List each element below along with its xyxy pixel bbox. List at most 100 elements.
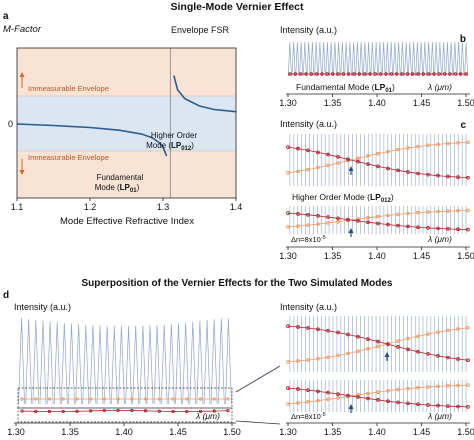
red-envelope-point — [306, 388, 310, 392]
figure-title-top: Single-Mode Vernier Effect — [170, 1, 304, 13]
comb-peak — [203, 320, 211, 405]
x-tick-label: 1.30 — [279, 98, 297, 108]
panel-a-xticks: 1.1 1.2 1.3 1.4 — [11, 198, 242, 212]
red-envelope-point — [34, 409, 38, 414]
panel-d-xlabel: λ (μm) — [195, 411, 220, 421]
orange-envelope-point — [306, 167, 310, 172]
red-envelope-point — [143, 409, 148, 413]
orange-envelope-point — [336, 161, 340, 165]
x-tick-label: 1.30 — [7, 427, 25, 437]
red-envelope-point — [326, 328, 330, 333]
red-envelope-point — [426, 403, 430, 407]
red-envelope-point — [456, 175, 460, 179]
panel-a-ytick-0: 0 — [8, 119, 13, 129]
orange-envelope-point — [34, 397, 38, 401]
red-envelope-point — [466, 358, 470, 363]
red-envelope-point — [376, 339, 380, 344]
red-envelope-point — [296, 387, 300, 391]
orange-envelope-point — [466, 383, 470, 387]
red-envelope-point — [326, 215, 330, 219]
red-envelope-point — [356, 159, 360, 164]
comb-peak — [168, 323, 175, 405]
orange-envelope-point — [446, 384, 450, 388]
comb-peak — [329, 41, 334, 77]
red-envelope-point — [386, 222, 390, 227]
comb-peak — [217, 318, 225, 405]
red-envelope-point — [286, 386, 290, 390]
orange-envelope-point — [286, 225, 290, 229]
panel-b-comb — [287, 41, 469, 77]
comb-peak — [445, 41, 450, 77]
red-envelope-point — [226, 409, 230, 413]
red-envelope-point — [366, 396, 370, 401]
x-tick-label: 1.2 — [84, 202, 97, 212]
panel-c-ylabel: Intensity (a.u.) — [280, 119, 337, 129]
red-envelope-line — [287, 212, 469, 230]
red-envelope-point — [316, 214, 320, 218]
orange-envelope-point — [416, 144, 420, 149]
comb-peak — [196, 320, 204, 405]
comb-peak — [302, 41, 307, 77]
zoom-connector-lower — [235, 420, 281, 425]
orange-envelope-point — [406, 146, 410, 150]
comb-peak — [411, 41, 416, 77]
x-tick-label: 1.45 — [413, 427, 431, 437]
red-envelope-point — [406, 224, 410, 229]
orange-envelope-point — [376, 390, 380, 394]
red-envelope-point — [366, 162, 370, 166]
x-tick-label: 1.50 — [457, 251, 474, 261]
comb-peak — [404, 41, 409, 77]
red-envelope-point — [446, 404, 450, 408]
orange-envelope-point — [61, 397, 65, 401]
panel-a-frame — [16, 47, 237, 199]
comb-peak — [287, 41, 292, 77]
comb-peak — [366, 41, 371, 77]
red-envelope-point — [436, 403, 440, 408]
comb-peak — [449, 41, 454, 77]
comb-peak — [310, 41, 315, 77]
red-envelope-line — [287, 325, 469, 361]
panel-d-dots — [20, 397, 230, 414]
x-tick-label: 1.35 — [324, 427, 342, 437]
red-envelope-point — [306, 148, 310, 153]
orange-envelope-point — [326, 397, 330, 402]
comb-peak — [359, 41, 364, 77]
red-envelope-point — [456, 404, 460, 409]
orange-envelope-point — [366, 215, 370, 220]
orange-envelope-point — [416, 385, 420, 390]
orange-envelope-point — [466, 208, 470, 213]
comb-peak — [336, 41, 341, 77]
panel-b-xlabel: λ (μm) — [427, 82, 452, 92]
red-envelope-point — [356, 395, 360, 399]
red-envelope-point — [386, 166, 390, 171]
orange-envelope-point — [366, 347, 370, 351]
panel-c-bottom-plot — [286, 206, 470, 237]
red-envelope-point — [286, 211, 290, 215]
orange-envelope-point — [426, 210, 430, 214]
red-envelope-point — [296, 212, 300, 216]
orange-envelope-point — [436, 330, 440, 334]
red-envelope-point — [102, 408, 107, 413]
orange-envelope-point — [446, 328, 450, 333]
red-envelope-point — [336, 216, 340, 221]
region-upper-shade — [17, 48, 236, 96]
comb-peak — [103, 325, 111, 405]
red-envelope-point — [116, 408, 120, 413]
orange-envelope-point — [416, 334, 420, 339]
region-lower-shade — [17, 151, 236, 198]
comb-peak — [415, 41, 420, 77]
red-envelope-point — [376, 164, 380, 169]
region-lower-label: Immeasurable Envelope — [28, 153, 109, 162]
up-arrow-head-icon — [19, 72, 25, 77]
orange-envelope-point — [306, 358, 310, 362]
x-tick-label: 1.35 — [61, 427, 79, 437]
red-envelope-point — [336, 330, 340, 335]
orange-envelope-point — [386, 213, 390, 218]
red-envelope-point — [456, 357, 460, 361]
orange-envelope-point — [416, 210, 420, 215]
orange-envelope-point — [286, 402, 290, 406]
red-envelope-point — [376, 221, 380, 226]
orange-envelope-point — [296, 359, 300, 363]
panel-d-xticks: 1.30 1.35 1.40 1.45 1.50 — [7, 423, 241, 437]
